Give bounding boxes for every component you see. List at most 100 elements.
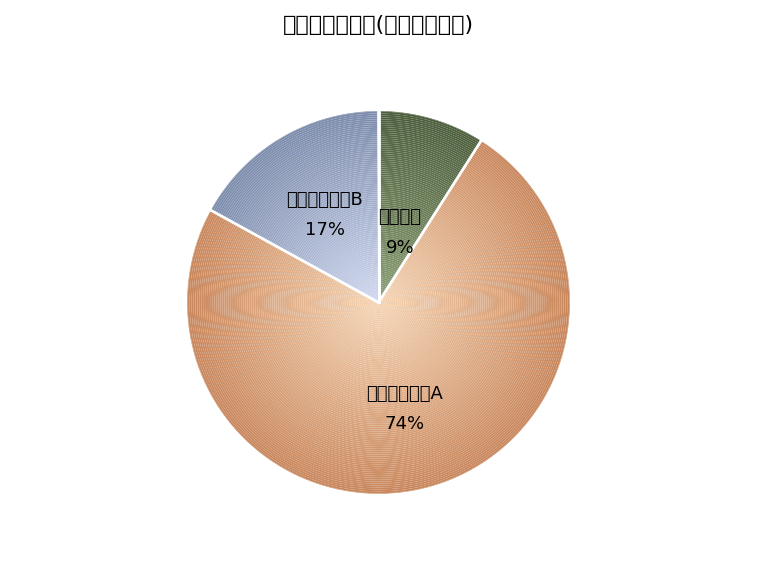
Wedge shape <box>378 252 405 262</box>
Wedge shape <box>260 168 378 239</box>
Wedge shape <box>375 299 378 302</box>
Wedge shape <box>322 255 435 358</box>
Wedge shape <box>378 254 404 264</box>
Wedge shape <box>223 125 378 218</box>
Wedge shape <box>355 275 378 290</box>
Wedge shape <box>376 301 381 304</box>
Wedge shape <box>378 179 444 200</box>
Wedge shape <box>262 169 378 239</box>
Wedge shape <box>348 268 378 287</box>
Wedge shape <box>188 141 569 493</box>
Wedge shape <box>318 233 378 270</box>
Wedge shape <box>378 285 388 290</box>
Wedge shape <box>354 281 403 328</box>
Wedge shape <box>360 281 378 293</box>
Wedge shape <box>378 183 443 203</box>
Wedge shape <box>269 177 378 243</box>
Wedge shape <box>299 212 378 260</box>
Wedge shape <box>219 168 538 462</box>
Wedge shape <box>215 115 378 213</box>
Wedge shape <box>378 283 389 288</box>
Wedge shape <box>313 227 378 267</box>
Wedge shape <box>304 239 453 378</box>
Wedge shape <box>253 197 504 428</box>
Wedge shape <box>378 169 450 192</box>
Wedge shape <box>378 272 395 278</box>
Wedge shape <box>325 241 378 274</box>
Wedge shape <box>378 243 410 253</box>
Wedge shape <box>378 264 399 272</box>
Wedge shape <box>358 279 378 292</box>
Wedge shape <box>378 175 447 197</box>
Wedge shape <box>241 187 516 439</box>
Wedge shape <box>378 210 428 226</box>
Wedge shape <box>341 260 378 283</box>
Wedge shape <box>378 152 459 177</box>
Wedge shape <box>378 231 416 244</box>
Wedge shape <box>378 131 470 159</box>
Wedge shape <box>301 237 456 379</box>
Wedge shape <box>378 139 466 166</box>
Wedge shape <box>291 229 466 389</box>
Wedge shape <box>296 232 461 385</box>
Wedge shape <box>245 190 512 436</box>
Wedge shape <box>210 161 547 470</box>
Wedge shape <box>276 185 378 247</box>
Wedge shape <box>250 156 378 233</box>
Wedge shape <box>378 248 407 258</box>
Wedge shape <box>378 201 433 218</box>
Wedge shape <box>220 121 378 216</box>
Wedge shape <box>378 191 438 210</box>
Wedge shape <box>237 140 378 225</box>
Wedge shape <box>276 216 481 404</box>
Wedge shape <box>378 204 431 221</box>
Wedge shape <box>226 129 378 220</box>
Wedge shape <box>291 202 378 255</box>
Wedge shape <box>357 277 378 291</box>
Wedge shape <box>378 143 464 169</box>
Wedge shape <box>333 250 378 278</box>
Wedge shape <box>365 291 392 316</box>
Wedge shape <box>220 169 537 461</box>
Wedge shape <box>342 272 415 339</box>
Wedge shape <box>340 258 378 282</box>
Wedge shape <box>378 135 469 162</box>
Wedge shape <box>332 248 378 277</box>
Wedge shape <box>378 256 403 265</box>
Wedge shape <box>248 192 509 433</box>
Wedge shape <box>375 299 382 306</box>
Wedge shape <box>378 144 463 170</box>
Wedge shape <box>288 226 469 393</box>
Wedge shape <box>286 224 471 395</box>
Wedge shape <box>378 156 457 181</box>
Wedge shape <box>234 181 523 447</box>
Wedge shape <box>360 286 397 321</box>
Wedge shape <box>245 150 378 230</box>
Wedge shape <box>311 225 378 266</box>
Wedge shape <box>378 295 382 298</box>
Wedge shape <box>367 293 390 314</box>
Wedge shape <box>198 149 559 483</box>
Wedge shape <box>378 197 435 215</box>
Wedge shape <box>189 143 568 491</box>
Wedge shape <box>363 285 378 295</box>
Text: 9%: 9% <box>386 239 414 257</box>
Text: 投賄資金: 投賄資金 <box>378 208 422 226</box>
Wedge shape <box>319 252 438 362</box>
Wedge shape <box>378 123 475 153</box>
Wedge shape <box>378 194 436 213</box>
Wedge shape <box>238 183 519 443</box>
Wedge shape <box>305 241 452 375</box>
Wedge shape <box>259 202 498 422</box>
Wedge shape <box>378 165 452 189</box>
Wedge shape <box>336 254 378 280</box>
Wedge shape <box>247 152 378 231</box>
Wedge shape <box>232 135 378 223</box>
Wedge shape <box>363 290 394 318</box>
Wedge shape <box>230 177 527 451</box>
Wedge shape <box>185 140 572 495</box>
Wedge shape <box>347 277 410 333</box>
Wedge shape <box>372 298 385 308</box>
Wedge shape <box>332 264 425 349</box>
Wedge shape <box>378 227 419 241</box>
